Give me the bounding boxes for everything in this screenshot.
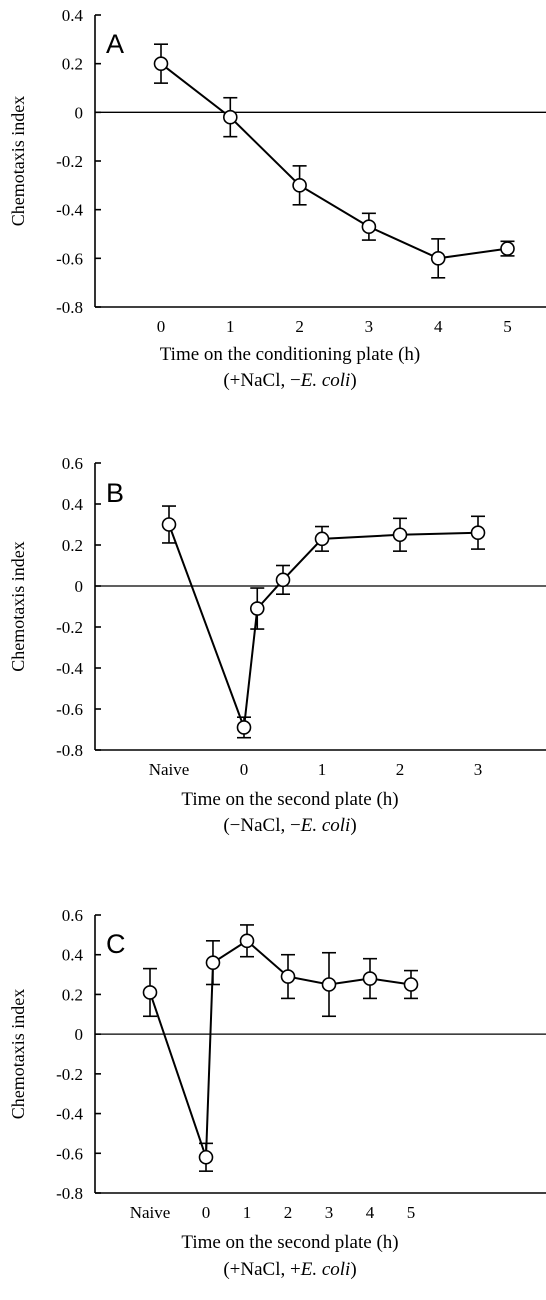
y-tick-label: -0.2 <box>56 1065 83 1084</box>
y-tick-label: 0.6 <box>62 454 83 473</box>
panel-label: C <box>106 929 126 959</box>
chart-panel-b: 0.6 0.4 0.2 0 -0.2 -0.4 -0.6 -0.8 Naive 0 1 2 3 Chemo… <box>8 454 546 836</box>
data-point <box>239 933 255 949</box>
panel-label: A <box>106 29 124 59</box>
x-tick-label: Naive <box>130 1203 171 1222</box>
x-axis-label: Time on the second plate (h) <box>181 789 398 810</box>
y-tick-label: 0 <box>75 103 84 122</box>
x-tick-label: 1 <box>243 1203 252 1222</box>
y-tick-label: 0.4 <box>62 6 84 25</box>
data-point <box>314 531 330 547</box>
x-tick-label: 1 <box>318 760 327 779</box>
series-line <box>168 524 479 728</box>
y-tick-label: -0.4 <box>56 1105 83 1124</box>
y-tick-label: 0.2 <box>62 985 83 1004</box>
data-point <box>392 527 408 543</box>
y-axis-label: Chemotaxis index <box>8 96 28 226</box>
x-tick-label: 2 <box>295 317 304 336</box>
data-point <box>205 955 221 970</box>
y-tick-label: -0.8 <box>56 298 83 317</box>
y-tick-label: -0.6 <box>56 1144 83 1163</box>
y-tick-label: -0.2 <box>56 618 83 637</box>
data-point <box>321 977 337 992</box>
y-tick-label: 0.4 <box>62 946 84 965</box>
data-point <box>500 241 515 256</box>
x-tick-label: 4 <box>366 1203 375 1222</box>
data-point <box>223 109 238 125</box>
data-point <box>249 601 265 616</box>
data-point <box>403 977 419 992</box>
data-point <box>361 219 377 234</box>
y-axis-label: Chemotaxis index <box>8 989 28 1119</box>
data-point <box>430 251 446 266</box>
series-line <box>160 62 508 260</box>
data-point <box>362 971 378 986</box>
x-tick-label: 3 <box>365 317 374 336</box>
y-tick-label: 0 <box>75 1025 84 1044</box>
data-point <box>153 56 169 71</box>
x-tick-label: 4 <box>434 317 443 336</box>
x-tick-label: 0 <box>202 1203 211 1222</box>
y-tick-label: 0 <box>75 577 84 596</box>
y-tick-label: 0.2 <box>62 55 83 74</box>
data-point <box>470 525 486 541</box>
x-axis-condition-label: (+NaCl, −E. coli) <box>223 370 356 391</box>
x-tick-label: 5 <box>503 317 512 336</box>
x-axis-label: Time on the second plate (h) <box>181 1232 398 1253</box>
chart-panel-c: 0.6 0.4 0.2 0 -0.2 -0.4 -0.6 -0.8 Naive 0 1 2 3 4 5 Che… <box>8 906 546 1280</box>
x-axis-condition-label: (+NaCl, +E. coli) <box>223 1259 356 1280</box>
y-tick-label: 0.6 <box>62 906 83 925</box>
x-tick-label: 2 <box>284 1203 293 1222</box>
y-tick-label: -0.6 <box>56 249 83 268</box>
y-tick-label: -0.4 <box>56 201 83 220</box>
chart-panel-a: 0.4 0.2 0 -0.2 -0.4 -0.6 -0.8 0 1 2 3 4 5 Chemotaxis … <box>8 6 546 391</box>
y-tick-label: -0.8 <box>56 1184 83 1203</box>
data-point <box>198 1149 214 1165</box>
x-tick-label: 2 <box>396 760 405 779</box>
data-point <box>142 985 158 1000</box>
data-point <box>292 178 307 193</box>
y-tick-label: -0.8 <box>56 741 83 760</box>
y-tick-label: -0.2 <box>56 152 83 171</box>
x-tick-label: 0 <box>240 760 249 779</box>
x-tick-label: 1 <box>226 317 235 336</box>
data-point <box>236 720 252 735</box>
x-tick-label: 5 <box>407 1203 416 1222</box>
panel-label: B <box>106 478 124 508</box>
x-tick-label: 0 <box>157 317 166 336</box>
y-tick-label: -0.6 <box>56 700 83 719</box>
x-tick-label: 3 <box>474 760 483 779</box>
x-tick-label: Naive <box>149 760 190 779</box>
x-tick-label: 3 <box>325 1203 334 1222</box>
x-axis-condition-label: (−NaCl, −E. coli) <box>223 815 356 836</box>
data-point <box>275 572 291 588</box>
x-axis-label: Time on the conditioning plate (h) <box>160 344 421 365</box>
y-tick-label: 0.4 <box>62 495 84 514</box>
y-tick-label: -0.4 <box>56 659 83 678</box>
y-tick-label: 0.2 <box>62 536 83 555</box>
data-point <box>280 969 296 984</box>
y-axis-label: Chemotaxis index <box>8 541 28 671</box>
data-point <box>161 517 177 532</box>
